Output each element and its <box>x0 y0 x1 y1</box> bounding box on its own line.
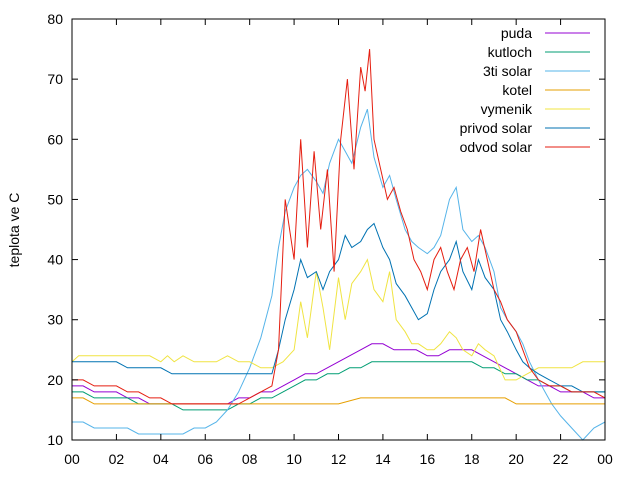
legend-label: odvod solar <box>460 139 533 155</box>
legend-label: puda <box>501 25 532 41</box>
y-tick-label: 70 <box>47 71 63 87</box>
x-tick-label: 16 <box>420 451 436 467</box>
y-tick-label: 10 <box>47 432 63 448</box>
y-axis-title: teplota ve C <box>6 193 22 268</box>
y-tick-label: 40 <box>47 252 63 268</box>
series-line-kotel <box>72 397 605 405</box>
series-line-odvod-solar <box>72 49 606 405</box>
tick-group: 10 20 30 40 50 60 70 80 00 02 04 06 08 10 12 14 16 18 20 22… <box>47 11 613 467</box>
legend-label: kotel <box>502 82 532 98</box>
x-tick-label: 20 <box>508 451 524 467</box>
x-tick-label: 22 <box>553 451 569 467</box>
legend-label: 3ti solar <box>483 63 532 79</box>
legend-label: privod solar <box>460 120 533 136</box>
x-tick-label: 00 <box>64 451 80 467</box>
y-tick-label: 50 <box>47 191 63 207</box>
x-tick-label: 08 <box>242 451 258 467</box>
x-tick-label: 18 <box>464 451 480 467</box>
y-tick-label: 80 <box>47 11 63 27</box>
series-line-vymenik <box>71 258 605 381</box>
legend: puda kutloch 3ti solar kotel vymenik privod s… <box>460 25 590 155</box>
x-tick-label: 04 <box>153 451 169 467</box>
y-tick-label: 30 <box>47 312 63 328</box>
x-tick-label: 06 <box>197 451 213 467</box>
x-tick-label: 12 <box>331 451 347 467</box>
y-tick-label: 20 <box>47 372 63 388</box>
series-line-privod-solar <box>72 222 605 393</box>
legend-label: vymenik <box>481 101 533 117</box>
x-tick-label: 14 <box>375 451 391 467</box>
series-group <box>71 49 606 441</box>
y-tick-label: 60 <box>47 131 63 147</box>
x-tick-label: 00 <box>597 451 613 467</box>
x-tick-label: 02 <box>109 451 125 467</box>
legend-label: kutloch <box>488 44 532 60</box>
x-tick-label: 10 <box>286 451 302 467</box>
